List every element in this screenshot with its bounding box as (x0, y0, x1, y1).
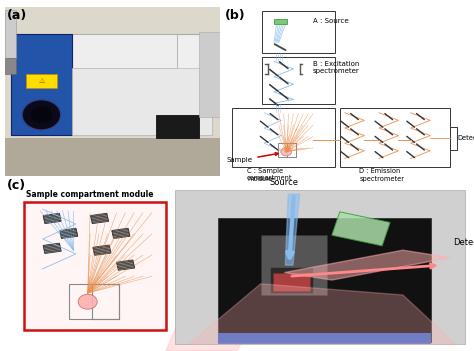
Bar (5, 11, 16, 58)
Bar (450, 127, 457, 150)
Circle shape (31, 106, 52, 123)
Bar (27, 74, 56, 88)
Bar (72, 68, 212, 135)
Bar (199, 32, 220, 117)
Polygon shape (93, 245, 111, 256)
Text: Sample compartment module: Sample compartment module (26, 191, 154, 199)
Bar (5, 7, 220, 138)
Polygon shape (43, 213, 61, 224)
Bar (175, 191, 465, 344)
Bar (261, 235, 327, 295)
Text: Detector: Detector (453, 238, 474, 247)
Text: Sample: Sample (227, 153, 278, 163)
Bar (24, 201, 166, 330)
Polygon shape (166, 284, 261, 351)
Polygon shape (112, 228, 130, 239)
Bar (262, 11, 335, 53)
Bar (270, 267, 313, 293)
Text: (b): (b) (225, 9, 246, 22)
Bar (232, 108, 335, 167)
Polygon shape (190, 284, 455, 344)
Bar (5, 138, 220, 176)
Text: A : Source: A : Source (313, 18, 349, 24)
Bar (278, 143, 296, 158)
Bar (5, 58, 16, 74)
Bar (69, 284, 118, 319)
Circle shape (22, 100, 61, 130)
Bar (287, 143, 296, 158)
Polygon shape (117, 260, 135, 270)
Text: module: module (247, 176, 272, 181)
Bar (262, 57, 335, 104)
Text: (c): (c) (7, 179, 26, 192)
Text: (a): (a) (7, 9, 27, 22)
Bar (274, 19, 287, 24)
Text: D : Emission: D : Emission (359, 168, 401, 174)
Bar (92, 284, 118, 319)
Bar (332, 212, 390, 246)
Polygon shape (60, 228, 78, 239)
Text: spectrometer: spectrometer (359, 176, 404, 181)
Text: ⚠: ⚠ (38, 78, 45, 84)
Bar (11, 34, 212, 135)
Polygon shape (43, 243, 61, 253)
Bar (340, 108, 450, 167)
Polygon shape (285, 194, 300, 265)
Circle shape (281, 147, 292, 156)
Bar (69, 34, 177, 68)
Polygon shape (91, 213, 109, 224)
Text: B : Excitation
spectrometer: B : Excitation spectrometer (313, 61, 360, 74)
Bar (273, 273, 310, 291)
Text: C : Sample
compartment: C : Sample compartment (247, 168, 292, 181)
Polygon shape (284, 250, 450, 280)
Bar (155, 115, 199, 138)
Bar (218, 333, 431, 344)
Text: Source: Source (270, 178, 299, 187)
Bar (218, 218, 431, 342)
Bar (11, 34, 72, 135)
Circle shape (78, 294, 97, 309)
Text: Detector: Detector (457, 134, 474, 140)
